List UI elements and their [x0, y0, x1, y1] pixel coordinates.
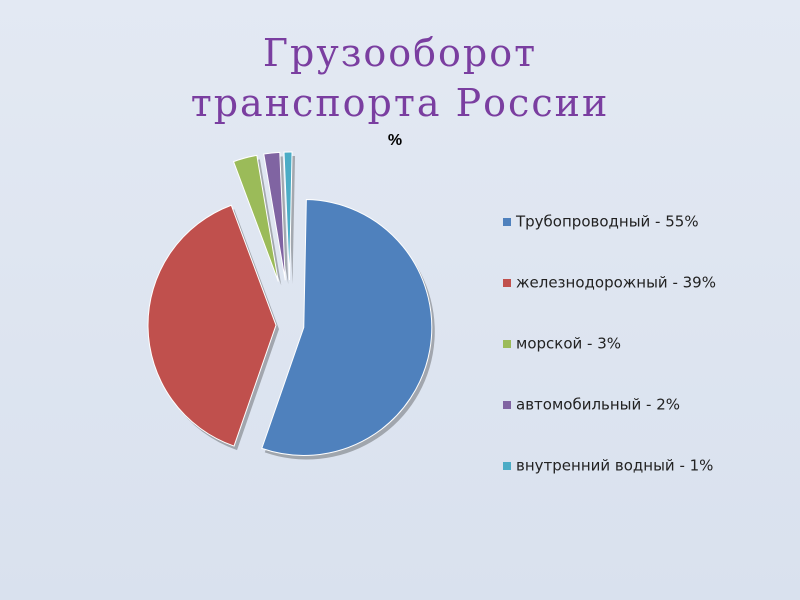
- legend-swatch: [503, 462, 511, 470]
- pie-slice: [232, 154, 279, 282]
- chart-title: Грузооборот транспорта России: [190, 31, 610, 125]
- legend-label: Трубопроводный - 55%: [515, 213, 699, 231]
- legend-swatch: [503, 401, 511, 409]
- legend-label: внутренний водный - 1%: [516, 457, 713, 475]
- legend-label: автомобильный - 2%: [516, 396, 680, 414]
- legend-swatch: [503, 340, 511, 348]
- legend-swatch: [503, 279, 511, 287]
- pie-slice: [261, 198, 433, 456]
- pie-slice: [283, 151, 293, 281]
- pie-slice: [147, 204, 277, 447]
- legend-label: железнодорожный - 39%: [516, 274, 716, 292]
- legend-label: морской - 3%: [516, 335, 621, 353]
- pie-slice: [263, 151, 286, 281]
- legend-swatch: [503, 218, 511, 226]
- chart-subtitle: %: [387, 132, 403, 149]
